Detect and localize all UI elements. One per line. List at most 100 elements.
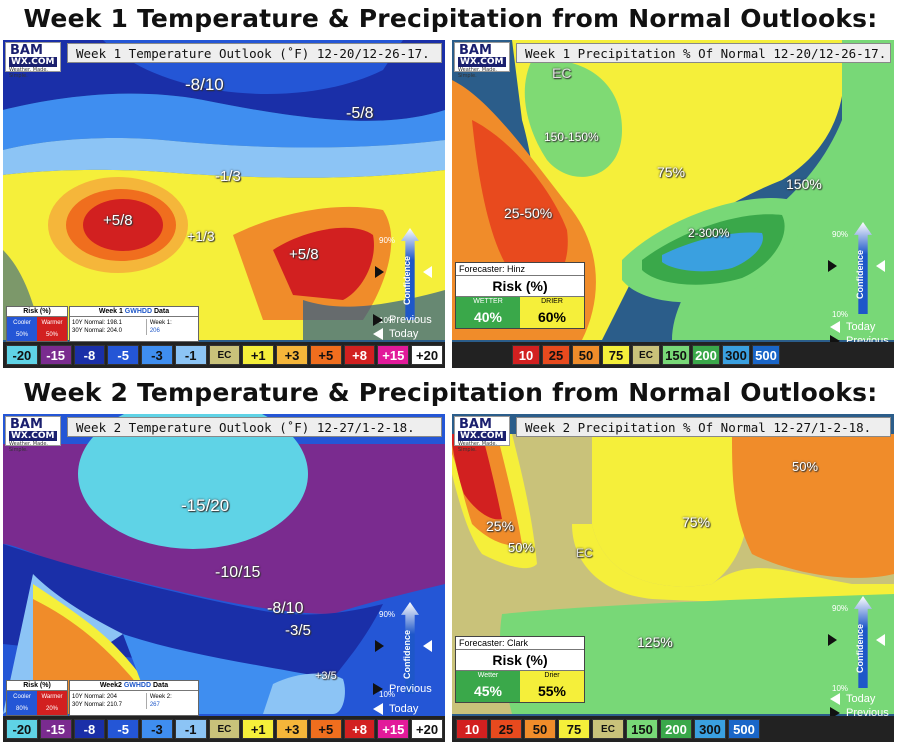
hdd-normal10: 10Y Normal: 204 [72, 694, 117, 700]
legend-swatch: -3 [141, 345, 173, 365]
confidence-indicator: Confidence 90% 10% [828, 594, 894, 704]
previous-label: Previous [389, 683, 432, 695]
legend-swatch: 300 [722, 345, 750, 365]
legend-swatch: -3 [141, 719, 173, 739]
confidence-arrow-icon [401, 228, 419, 320]
legend-swatch: EC [208, 719, 241, 739]
previous-label: Previous [389, 314, 432, 326]
legend-swatch: -20 [6, 345, 38, 365]
risk-title: Risk (%) [456, 650, 584, 671]
logo-text: BAM [10, 43, 43, 58]
map-label: 50% [508, 540, 535, 555]
logo-text: BAM [459, 43, 492, 58]
panel-title: Week 2 Precipitation % Of Normal 12-27/1… [516, 417, 891, 437]
week2-section-title: Week 2 Temperature & Precipitation from … [23, 378, 878, 407]
map-label: 125% [637, 634, 673, 650]
logo-wx: WX.COM [9, 431, 57, 441]
confidence-indicator: Confidence 90% 10% [375, 600, 445, 710]
legend-swatch: EC [208, 345, 241, 365]
hdd-title-data: Data [151, 682, 169, 689]
today-triangle-icon [373, 328, 383, 340]
map-label: 150-150% [544, 130, 599, 144]
precipitation-legend: 10 25 50 75 EC 150 200 300 500 [452, 342, 894, 368]
hdd-week-label: Week 2: [149, 694, 172, 700]
bamwx-logo: BAM WX.COM Weather. Made. Simple. [454, 416, 510, 453]
legend-swatch: -15 [39, 345, 72, 365]
previous-today-legend: Previous Today [373, 682, 432, 716]
hdd-title: Week2 [99, 682, 124, 689]
gwhdd-data-box: Week 1 GWHDD Data 10Y Normal: 198.1 30Y N… [69, 306, 199, 342]
map-label: 75% [657, 164, 686, 180]
wetter-value: 45% [456, 680, 520, 702]
warmer-label: Warmer [37, 317, 67, 329]
legend-swatch: +3 [276, 719, 308, 739]
legend-swatch: 500 [752, 345, 780, 365]
risk-title: Risk (%) [7, 681, 67, 691]
panel-title: Week 2 Temperature Outlook (˚F) 12-27/1-… [67, 417, 442, 437]
week2-temperature-panel: BAM WX.COM Weather. Made. Simple. Week 2… [3, 414, 445, 742]
hdd-title-gwhdd: GWHDD [123, 682, 152, 689]
logo-wx: WX.COM [458, 57, 506, 67]
hdd-title-data: Data [152, 308, 170, 315]
previous-marker-icon [375, 266, 384, 278]
hdd-week-value: 267 [149, 702, 160, 708]
map-label: -10/15 [215, 564, 261, 581]
legend-swatch: 10 [512, 345, 540, 365]
logo-wx: WX.COM [458, 431, 506, 441]
drier-label: Drier [520, 671, 584, 680]
legend-swatch: 25 [542, 345, 570, 365]
map-label: 75% [682, 514, 711, 530]
cooler-value: 50% [7, 329, 37, 341]
map-label: -5/8 [346, 105, 374, 122]
confidence-arrow-icon [854, 596, 872, 688]
map-label: EC [576, 546, 593, 560]
legend-swatch: +15 [377, 719, 410, 739]
legend-swatch: +3 [276, 345, 308, 365]
confidence-low: 10% [379, 690, 396, 699]
previous-triangle-icon [373, 683, 383, 695]
confidence-indicator: Confidence 90% 10% [828, 220, 894, 330]
week1-temperature-panel: BAM WX.COM Weather. Made. Simple. Week 1… [3, 40, 445, 368]
legend-swatch: 500 [728, 719, 760, 739]
map-label: +1/3 [187, 228, 215, 244]
legend-swatch: 75 [602, 345, 630, 365]
confidence-label: Confidence [855, 250, 865, 300]
previous-marker-icon [828, 634, 837, 646]
panel-title: Week 1 Temperature Outlook (˚F) 12-20/12… [67, 43, 442, 63]
previous-today-legend: Previous Today [373, 313, 432, 341]
confidence-high: 90% [832, 604, 849, 613]
today-label: Today [846, 693, 876, 705]
map-label: 150% [786, 176, 822, 192]
legend-swatch: EC [632, 345, 660, 365]
logo-tag: Weather. Made. Simple. [9, 67, 48, 79]
week2-temperature-map [3, 414, 445, 742]
logo-tag: Weather. Made. Simple. [9, 441, 48, 453]
legend-swatch: 50 [572, 345, 600, 365]
legend-swatch: 200 [692, 345, 720, 365]
legend-swatch: 200 [660, 719, 692, 739]
hdd-title-gwhdd: GWHDD [124, 308, 153, 315]
risk-box: Risk (%) Cooler Warmer 80% 20% [6, 680, 68, 716]
legend-swatch: +8 [343, 345, 376, 365]
legend-swatch: 10 [456, 719, 488, 739]
hdd-week-label: Week 1: [149, 320, 172, 326]
legend-swatch: 150 [662, 345, 690, 365]
risk-title: Risk (%) [456, 276, 584, 297]
wetter-label: Wetter [456, 671, 520, 680]
map-label: 25% [486, 518, 515, 534]
confidence-label: Confidence [855, 624, 865, 674]
confidence-indicator: Confidence 90% 10% [375, 226, 445, 336]
legend-swatch: EC [592, 719, 624, 739]
legend-swatch: +8 [343, 719, 376, 739]
legend-swatch: +20 [411, 719, 443, 739]
gwhdd-data-box: Week2 GWHDD Data 10Y Normal: 204 30Y Norm… [69, 680, 199, 716]
legend-swatch: -15 [39, 719, 72, 739]
map-label: -3/5 [285, 622, 311, 639]
forecaster-label: Forecaster: Clark [456, 637, 584, 650]
confidence-low: 10% [832, 310, 849, 319]
warmer-value: 20% [37, 703, 67, 715]
today-triangle-icon [830, 693, 840, 705]
drier-label: DRIER [520, 297, 584, 306]
drier-value: 60% [520, 306, 584, 328]
legend-swatch: -8 [73, 719, 106, 739]
